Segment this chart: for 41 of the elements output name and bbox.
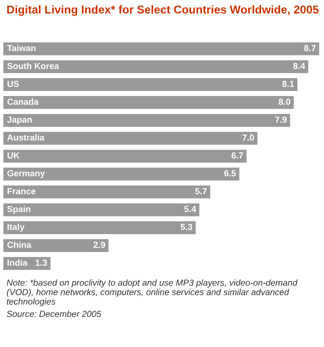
y-tick-label: China [7,241,32,248]
data-label: 1.3 [36,260,47,266]
y-tick-label: Japan [7,116,32,124]
y-tick-label: Taiwan [7,44,36,52]
bar [3,78,298,92]
data-label: 2.9 [94,242,106,248]
bar [3,185,210,198]
bar [3,96,294,109]
data-label: 5.3 [180,224,192,230]
y-tick-label: Australia [7,134,45,141]
chart-title: Digital Living Index* for Select Countries Worldwide, 2005 [7,5,319,16]
y-tick-label: US [8,80,19,87]
bar [3,168,240,180]
bar [3,221,196,234]
data-label: 7.9 [275,116,287,123]
bar [3,60,308,74]
text: Note: *based on proclivity to adopt and use MP3 players, video-on-demand (VOD), home networks, computers, online services and similar advanced technologies [6,279,298,306]
bar [3,150,247,163]
y-tick-label: Italy [8,224,24,232]
data-label: 6.5 [224,170,236,176]
y-tick-label: France [8,188,36,194]
bar [3,42,320,56]
y-tick-label: Canada [7,98,39,105]
data-label: 8.4 [293,62,306,70]
bar [3,239,109,252]
data-label: 6.7 [232,152,244,158]
data-label: 8.0 [278,98,290,105]
y-tick-label: South Korea [7,62,60,70]
data-label: 7.0 [242,134,254,141]
y-tick-label: UK [8,152,20,158]
data-label: 8.1 [282,80,294,87]
source-note: Source: December 2005 [6,310,102,317]
data-label: 8.7 [304,45,316,52]
bar [3,132,258,145]
bar [3,114,290,127]
y-tick-label: India [8,259,28,266]
y-tick-label: Spain [7,206,30,214]
bar [3,203,200,216]
y-tick-label: Germany [7,170,45,178]
data-label: 5.4 [184,206,196,212]
data-label: 5.7 [195,188,207,194]
